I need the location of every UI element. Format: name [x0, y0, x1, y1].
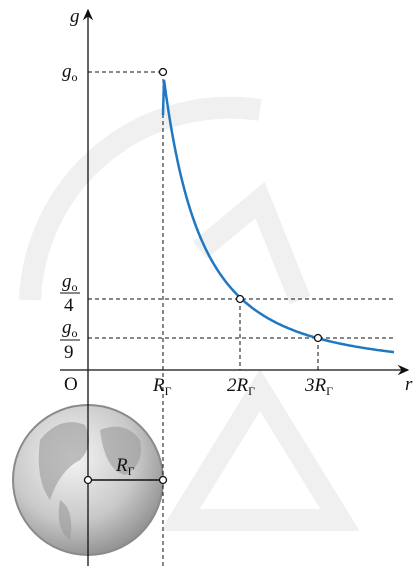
label-sub: o — [72, 326, 78, 340]
label-main: R — [115, 455, 128, 476]
label-main: 3R — [304, 375, 327, 396]
label-main: g — [62, 61, 72, 82]
label-main: g — [62, 271, 72, 292]
fraction-denominator: 4 — [64, 295, 74, 316]
point — [85, 477, 92, 484]
label-main: g — [62, 317, 72, 338]
y-label: go — [62, 61, 78, 84]
x-axis-label: r — [405, 374, 413, 395]
label-sub: Γ — [326, 384, 333, 398]
label-main: 2R — [227, 375, 249, 396]
x-label: RΓ — [152, 375, 172, 398]
fraction-denominator: 9 — [64, 342, 74, 363]
label-main: R — [152, 375, 165, 396]
label-sub: Γ — [128, 464, 135, 478]
diagram: g r O go go 4 go 9 RΓ 2RΓ 3RΓ RΓ — [0, 0, 415, 566]
fraction-numerator: go — [62, 271, 78, 294]
point — [160, 69, 167, 76]
x-label: 3RΓ — [304, 375, 333, 398]
fraction-numerator: go — [62, 317, 78, 340]
point — [237, 296, 244, 303]
point — [315, 335, 322, 342]
origin-label: O — [64, 374, 78, 395]
x-label: 2RΓ — [227, 375, 255, 398]
label-sub: o — [72, 70, 78, 84]
label-sub: o — [72, 280, 78, 294]
point — [160, 477, 167, 484]
y-axis-label: g — [70, 6, 80, 27]
label-sub: Γ — [165, 384, 172, 398]
label-sub: Γ — [248, 384, 255, 398]
